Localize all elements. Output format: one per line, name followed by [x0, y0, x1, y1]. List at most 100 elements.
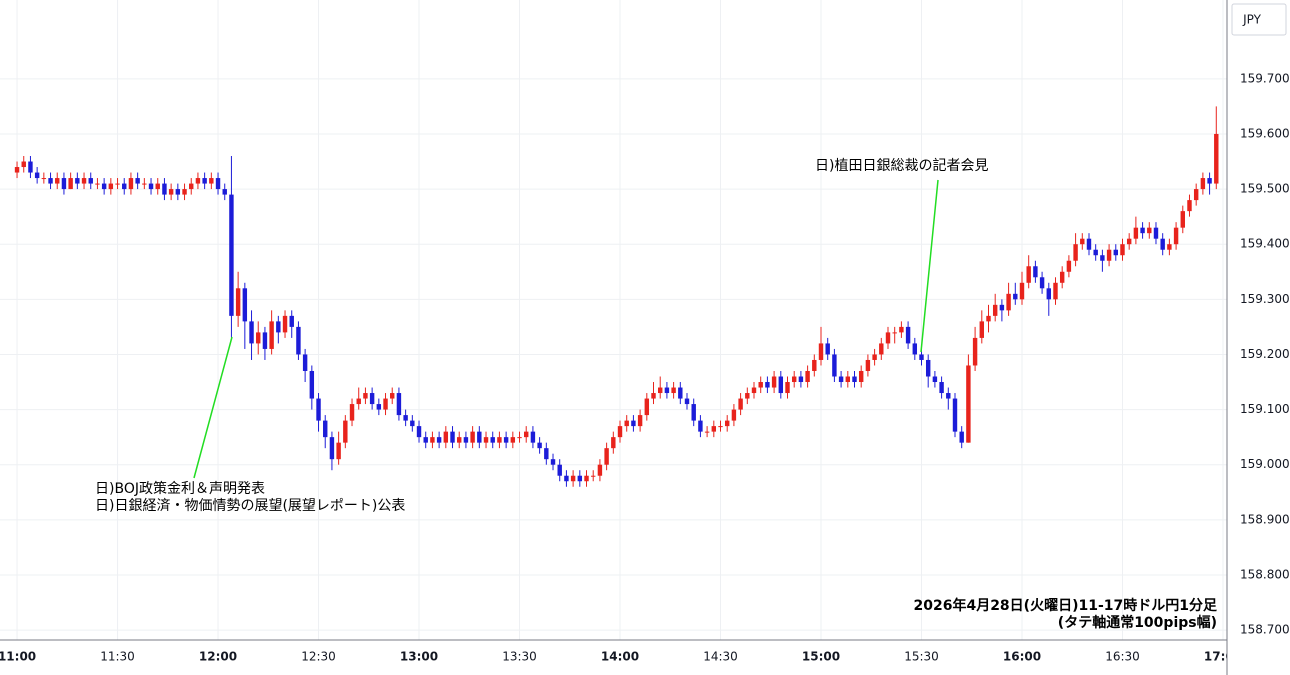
- candle-body: [61, 178, 67, 190]
- candle-body: [450, 431, 455, 443]
- candle-body: [1153, 227, 1159, 239]
- candle-body: [1059, 271, 1065, 283]
- candle-body: [657, 387, 663, 394]
- candle-body: [390, 393, 395, 399]
- candle-body: [256, 332, 261, 344]
- candles: [14, 106, 1219, 487]
- candle-body: [383, 398, 388, 410]
- candle-body: [222, 189, 227, 195]
- candle-body: [745, 393, 750, 399]
- annotation-line: [193, 336, 233, 479]
- candle-body: [939, 382, 944, 394]
- candle-body: [41, 178, 47, 180]
- candle-body: [731, 409, 737, 421]
- y-axis: 158.700 158.800 158.900 159.000 159.100 159.2…: [1240, 71, 1290, 636]
- candle-body: [825, 343, 830, 355]
- candle-body: [678, 387, 683, 399]
- candle-body: [724, 420, 730, 427]
- candle-body: [597, 464, 603, 476]
- candle-body: [135, 178, 140, 184]
- x-tick-label: 14:30: [703, 650, 738, 664]
- candle-body: [838, 376, 844, 383]
- candle-body: [1147, 227, 1152, 234]
- candle-body: [905, 326, 911, 344]
- candle-body: [369, 393, 375, 405]
- grid: [0, 0, 1227, 640]
- x-tick-label: 15:00: [802, 650, 840, 664]
- candle-body: [1126, 238, 1132, 245]
- candle-body: [925, 359, 931, 377]
- note: 2026年4月28日(火曜日)11-17時ドル円1分足: [913, 597, 1218, 614]
- candle-body: [865, 359, 871, 371]
- candle-body: [537, 442, 542, 449]
- candle-body: [530, 431, 536, 443]
- candle-body: [48, 178, 53, 184]
- candle-body: [1187, 200, 1192, 212]
- candle-body: [1140, 227, 1145, 234]
- candle-body: [175, 189, 181, 195]
- candle-body: [336, 442, 341, 460]
- currency-label: JPY: [1242, 13, 1262, 27]
- candle-body: [276, 321, 281, 333]
- candle-body: [550, 459, 556, 465]
- candle-body: [946, 393, 951, 399]
- candle-body: [892, 332, 897, 334]
- y-tick-label: 159.300: [1240, 292, 1290, 306]
- candle-body: [343, 420, 348, 443]
- candle-body: [229, 194, 234, 316]
- candle-body: [1033, 266, 1038, 278]
- candle-body: [631, 420, 636, 427]
- candle-body: [644, 398, 650, 416]
- candle-body: [1160, 238, 1165, 250]
- candle-body: [316, 398, 321, 421]
- y-tick-label: 159.100: [1240, 402, 1290, 416]
- candle-body: [1180, 211, 1185, 228]
- candle-body: [1207, 178, 1212, 184]
- candle-body: [832, 354, 837, 377]
- candle-body: [805, 370, 810, 383]
- candle-body: [101, 183, 107, 190]
- candle-body: [852, 376, 857, 383]
- candle-body: [1026, 266, 1031, 283]
- candle-body: [557, 464, 562, 476]
- candle-body: [1053, 282, 1058, 300]
- candle-body: [457, 437, 462, 443]
- y-tick-label: 159.000: [1240, 457, 1290, 471]
- y-tick-label: 159.700: [1240, 71, 1290, 85]
- y-tick-label: 159.600: [1240, 126, 1290, 140]
- candle-body: [490, 437, 495, 443]
- annotation-line: [920, 179, 939, 353]
- candle-body: [1073, 244, 1078, 261]
- candle-body: [363, 393, 368, 399]
- candle-body: [1193, 189, 1199, 201]
- candle-body: [966, 365, 971, 443]
- candle-body: [329, 437, 335, 460]
- annotation: 日)植田日銀総裁の記者会見: [815, 157, 988, 174]
- candle-body: [483, 437, 489, 443]
- candle-body: [510, 437, 516, 443]
- candle-body: [470, 431, 475, 443]
- candle-body: [477, 431, 482, 443]
- candle-body: [168, 189, 174, 195]
- y-tick-label: 158.800: [1240, 567, 1290, 581]
- candle-body: [617, 426, 623, 438]
- candle-body: [282, 315, 288, 333]
- candle-body: [584, 475, 589, 482]
- annotation: 日)BOJ政策金利＆声明発表: [95, 480, 265, 497]
- candle-body: [564, 475, 569, 482]
- candle-body: [986, 315, 991, 322]
- candle-body: [818, 343, 824, 360]
- candle-body: [75, 178, 80, 184]
- candle-body: [195, 178, 201, 184]
- x-tick-label: 16:00: [1003, 650, 1041, 664]
- candle-body: [999, 304, 1005, 311]
- candle-body: [664, 387, 670, 394]
- y-tick-label: 159.200: [1240, 347, 1290, 361]
- candle-body: [651, 393, 656, 399]
- candle-body: [932, 376, 938, 383]
- candle-body: [376, 404, 382, 410]
- candle-body: [416, 426, 422, 438]
- candle-body: [142, 183, 147, 185]
- x-tick-label: 12:30: [301, 650, 336, 664]
- candle-body: [122, 183, 127, 190]
